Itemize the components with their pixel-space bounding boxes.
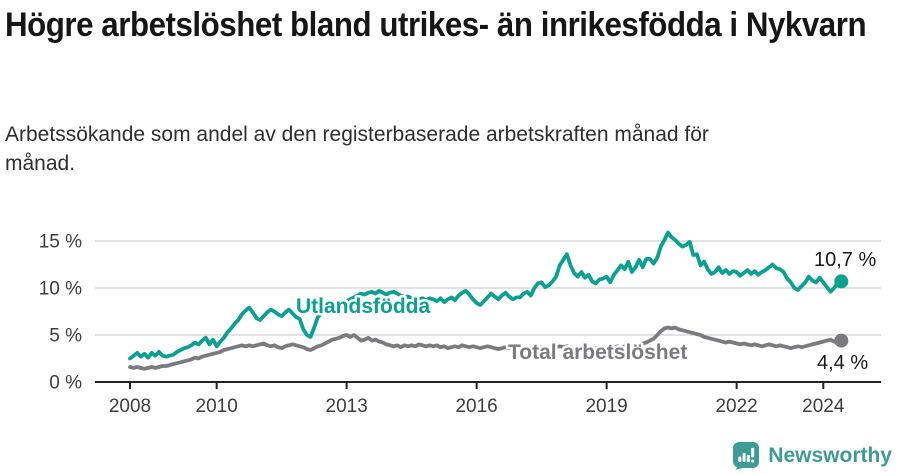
end-value-utlandsfodda: 10,7 % [814,249,876,271]
series-label-total-arbetsloshet: Total arbetslöshet [508,341,687,364]
x-tick-label: 2024 [802,396,845,417]
x-tick-label: 2008 [109,396,151,417]
series-line-1 [128,325,844,371]
series-label-utlandsfodda: Utlandsfödda [296,295,430,318]
brand-name: Newsworthy [768,443,892,467]
x-tick-label: 2016 [455,396,497,417]
y-tick-label: 0 % [49,373,82,394]
page-title: Högre arbetslöshet bland utrikes- än inr… [5,6,867,44]
x-tick-label: 2010 [196,396,238,417]
newsworthy-logo-icon [733,442,760,470]
series-end-dot-0 [834,274,849,289]
y-tick-label: 10 % [39,279,82,300]
end-value-total-arbetsloshet: 4,4 % [817,352,868,374]
chart-base-layer: 0 % 5 % 10 % 15 % 2008 2010 2013 2016 2019 2022 20… [39,230,881,417]
chart-endpoint-layer [834,274,849,348]
y-tick-label: 5 % [49,326,82,347]
chart-label-layer: Utlandsfödda Total arbetslöshet 10,7 % 4… [294,249,877,374]
brand-footer: Newsworthy [732,441,892,470]
x-tick-label: 2013 [326,396,368,417]
y-tick-label: 15 % [39,232,82,253]
series-end-dot-1 [834,333,849,348]
x-tick-label: 2019 [585,396,627,417]
page-subtitle: Arbetssökande som andel av den registerb… [5,123,709,176]
series-line-0 [128,230,844,361]
x-tick-label: 2022 [715,396,757,417]
